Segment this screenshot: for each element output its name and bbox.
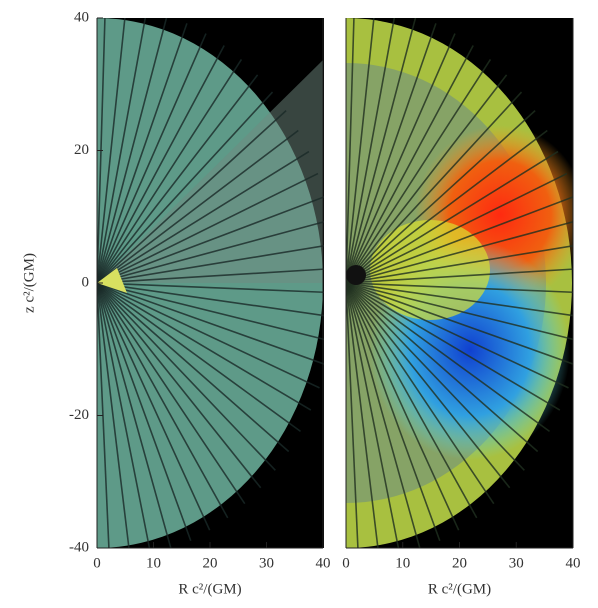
field-line	[97, 282, 211, 531]
field-line	[346, 282, 525, 471]
field-line	[97, 91, 274, 284]
field-line	[346, 58, 492, 284]
field-line	[97, 282, 324, 294]
x-tick-label: 40	[566, 555, 581, 571]
field-line	[346, 74, 508, 284]
core	[346, 265, 366, 285]
field-line	[346, 196, 573, 284]
field-line	[97, 58, 243, 284]
x-tick-label: 0	[342, 555, 350, 571]
field-line	[346, 282, 478, 519]
field-line	[97, 282, 312, 411]
field-line	[346, 150, 559, 284]
field-line	[97, 172, 319, 284]
field-line	[97, 282, 290, 453]
field-lines	[346, 18, 573, 548]
field-line	[97, 150, 310, 284]
field-line	[346, 282, 561, 411]
y-tick-label: 40	[74, 9, 89, 25]
field-line	[346, 282, 573, 317]
y-tick-label: 0	[82, 274, 90, 290]
field-line	[346, 23, 437, 284]
left-panel	[97, 18, 324, 548]
field-line	[97, 18, 147, 284]
x-axis-label: R c²/(GM)	[428, 581, 491, 597]
field-line	[97, 282, 320, 389]
field-line	[97, 268, 324, 284]
field-line	[346, 129, 548, 284]
x-tick-label: 10	[395, 555, 410, 571]
field-line	[346, 18, 396, 284]
field-line	[97, 282, 324, 365]
field-line	[346, 45, 474, 284]
field-line	[346, 18, 355, 284]
field-line	[346, 110, 536, 284]
field-line	[346, 282, 460, 531]
field-line	[97, 196, 324, 284]
field-line	[97, 23, 188, 284]
field-line	[346, 282, 573, 294]
field-line	[346, 18, 417, 284]
x-tick-label: 10	[146, 555, 161, 571]
field-line	[97, 282, 276, 471]
field-line	[97, 74, 259, 284]
field-line	[346, 282, 495, 505]
field-line	[97, 18, 168, 284]
field-line	[346, 282, 573, 365]
field-line	[97, 282, 262, 489]
field-line	[97, 282, 324, 341]
y-tick-label: -20	[69, 407, 89, 423]
x-tick-label: 30	[259, 555, 274, 571]
field-line	[346, 18, 375, 284]
y-tick-label: -40	[69, 539, 89, 555]
field-line	[97, 282, 229, 519]
field-line	[346, 33, 456, 284]
field-line	[97, 282, 151, 548]
field-line	[97, 282, 130, 548]
field-line	[97, 18, 106, 284]
field-line	[346, 244, 573, 284]
field-line	[97, 282, 246, 505]
field-line	[346, 282, 421, 548]
field-line	[97, 18, 126, 284]
x-tick-label: 20	[452, 555, 467, 571]
field-line	[346, 282, 551, 433]
field-line	[97, 282, 172, 548]
field-line	[97, 244, 324, 284]
field-line	[97, 221, 324, 284]
field-line	[346, 282, 400, 548]
x-tick-label: 30	[509, 555, 524, 571]
y-axis-label: z c²/(GM)	[21, 253, 37, 313]
field-line	[346, 172, 568, 284]
field-line	[97, 110, 287, 284]
field-line	[97, 45, 225, 284]
field-line	[346, 282, 539, 453]
field-line	[346, 282, 573, 341]
disk-shade	[97, 60, 323, 283]
field-line	[346, 91, 523, 284]
field-line	[346, 282, 441, 542]
y-tick-label: 20	[74, 142, 89, 158]
field-lines	[97, 18, 324, 548]
field-line	[97, 129, 299, 284]
field-line	[346, 268, 573, 284]
x-tick-label: 20	[203, 555, 218, 571]
x-tick-label: 0	[93, 555, 101, 571]
field-line	[97, 282, 192, 542]
field-line	[97, 282, 302, 433]
field-line	[346, 221, 573, 284]
field-line	[97, 33, 207, 284]
x-axis-label: R c²/(GM)	[178, 581, 241, 597]
core	[97, 268, 127, 293]
field-line	[346, 282, 511, 489]
x-tick-label: 40	[316, 555, 331, 571]
right-panel	[346, 18, 573, 548]
field-line	[346, 282, 379, 548]
field-line	[97, 282, 324, 317]
field-line	[346, 282, 569, 389]
field-line	[346, 282, 359, 548]
field-line	[97, 282, 110, 548]
